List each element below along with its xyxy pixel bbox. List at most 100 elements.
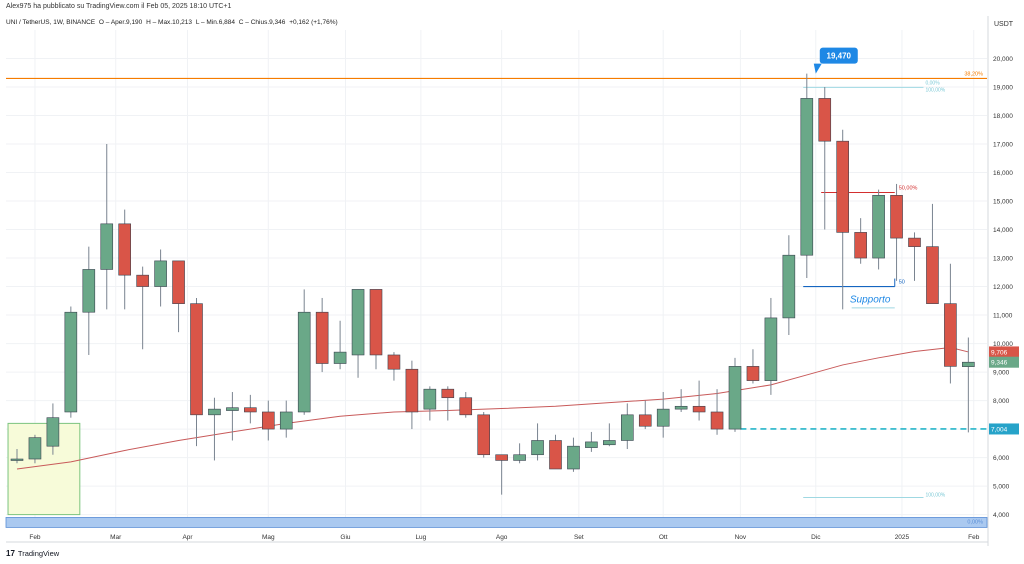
- high-marker-label: 19,470: [827, 52, 852, 61]
- publish-header: Alex975 ha pubblicato su TradingView.com…: [6, 3, 231, 10]
- candle-body: [28, 437, 42, 460]
- candle-body: [64, 311, 78, 413]
- y-tick-label: 9,000: [993, 370, 1010, 377]
- candle-body: [172, 260, 185, 304]
- candle-body: [962, 361, 975, 367]
- y-tick-label: 13,000: [993, 256, 1013, 263]
- candle-body: [746, 366, 760, 381]
- x-tick-label: Mag: [262, 534, 275, 541]
- y-tick-label: 11,000: [993, 313, 1013, 320]
- candle-body: [477, 414, 491, 456]
- candle-body: [656, 408, 670, 427]
- price-tag-label: 9,346: [991, 360, 1008, 367]
- price-tag-label: 7,004: [991, 426, 1008, 433]
- ohlc-info-bar: UNI / TetherUS, 1W, BINANCE O – Aper.9,1…: [6, 19, 340, 26]
- candle-body: [261, 411, 275, 430]
- x-tick-label: Dic: [811, 534, 821, 541]
- bottom-band-label: 0,00%: [967, 519, 983, 525]
- fib-top-label: 0,00%: [925, 80, 940, 86]
- candle-body: [674, 405, 688, 410]
- publish-line: Alex975 ha pubblicato su TradingView.com…: [6, 3, 232, 10]
- fib-bottom-label: 100,00%: [925, 492, 945, 498]
- candle-body: [208, 408, 221, 416]
- y-tick-label: 10,000: [993, 341, 1013, 348]
- bottom-fib-band: [5, 517, 988, 528]
- x-tick-label: Feb: [968, 534, 980, 541]
- candle-body: [459, 397, 473, 416]
- candle-body: [154, 260, 167, 287]
- y-tick-label: 12,000: [993, 284, 1013, 291]
- currency-label: USDT: [994, 21, 1014, 28]
- candle-body: [82, 269, 96, 313]
- candle-body: [10, 458, 24, 461]
- candle-body: [836, 140, 850, 233]
- candle-body: [908, 237, 921, 247]
- candle-body: [351, 289, 365, 356]
- resistance-label: 38,20%: [964, 71, 983, 77]
- candle-body: [118, 223, 131, 276]
- candle-body: [244, 407, 257, 413]
- candle-body: [638, 414, 652, 427]
- candle-body: [585, 441, 598, 448]
- y-tick-label: 16,000: [993, 170, 1013, 177]
- candle-body: [513, 454, 526, 461]
- candle-body: [190, 303, 203, 416]
- candle-body: [387, 354, 401, 370]
- x-tick-label: Ago: [496, 534, 508, 541]
- y-tick-label: 18,000: [993, 113, 1013, 120]
- price-tag: [989, 346, 1019, 358]
- candle-body: [764, 317, 778, 381]
- price-tag: [989, 423, 1019, 435]
- candle-body: [297, 311, 311, 413]
- y-tick-label: 19,000: [993, 85, 1013, 92]
- candle-body: [423, 388, 437, 410]
- x-tick-label: Giu: [340, 534, 351, 541]
- y-tick-label: 8,000: [993, 398, 1010, 405]
- symbol-label[interactable]: UNI / TetherUS, 1W, BINANCE: [6, 19, 96, 26]
- candle-body: [495, 454, 508, 461]
- price-tag: [989, 356, 1019, 368]
- candle-body: [944, 303, 957, 367]
- tradingview-logo-icon: 17: [6, 549, 15, 558]
- close-value: C – Chius.9,346: [238, 19, 286, 26]
- candle-body: [279, 411, 293, 430]
- candle-body: [692, 405, 706, 413]
- x-tick-label: Mar: [110, 534, 122, 541]
- candle-body: [872, 195, 885, 259]
- low-value: L – Min.6,884: [195, 19, 235, 26]
- support-tag-label: 50: [899, 280, 905, 286]
- candle-body: [890, 195, 903, 239]
- x-tick-label: Set: [574, 534, 584, 541]
- candle-body: [405, 368, 419, 413]
- fib-top-alt-label: 100,00%: [925, 87, 945, 93]
- high-marker-bubble: [819, 47, 858, 64]
- moving-average-line: [16, 347, 969, 470]
- candle-body: [710, 411, 724, 430]
- y-tick-label: 5,000: [993, 484, 1010, 491]
- change-value: +0,162 (+1,76%): [289, 19, 338, 26]
- tradingview-logo[interactable]: 17 TradingView: [6, 549, 59, 558]
- candle-body: [46, 417, 60, 447]
- candle-body: [531, 440, 544, 456]
- fib-50-label: 50,00%: [899, 185, 918, 191]
- candle-body: [315, 311, 329, 364]
- y-tick-label: 14,000: [993, 227, 1013, 234]
- x-tick-label: Ott: [659, 534, 668, 541]
- support-annotation: Supporto: [850, 295, 891, 306]
- candle-body: [782, 254, 796, 319]
- high-value: H – Max.10,213: [146, 19, 192, 26]
- high-marker-pointer: [813, 63, 822, 74]
- y-tick-label: 6,000: [993, 455, 1010, 462]
- candle-body: [136, 274, 149, 287]
- candle-body: [549, 440, 562, 470]
- x-tick-label: 2025: [895, 534, 910, 541]
- tradingview-logo-text: TradingView: [17, 549, 60, 558]
- candle-body: [926, 246, 939, 304]
- y-tick-label: 17,000: [993, 142, 1013, 149]
- x-tick-label: Lug: [415, 534, 426, 541]
- x-tick-label: Feb: [29, 534, 41, 541]
- candle-body: [369, 289, 383, 356]
- candle-body: [603, 440, 616, 446]
- candle-body: [441, 388, 455, 399]
